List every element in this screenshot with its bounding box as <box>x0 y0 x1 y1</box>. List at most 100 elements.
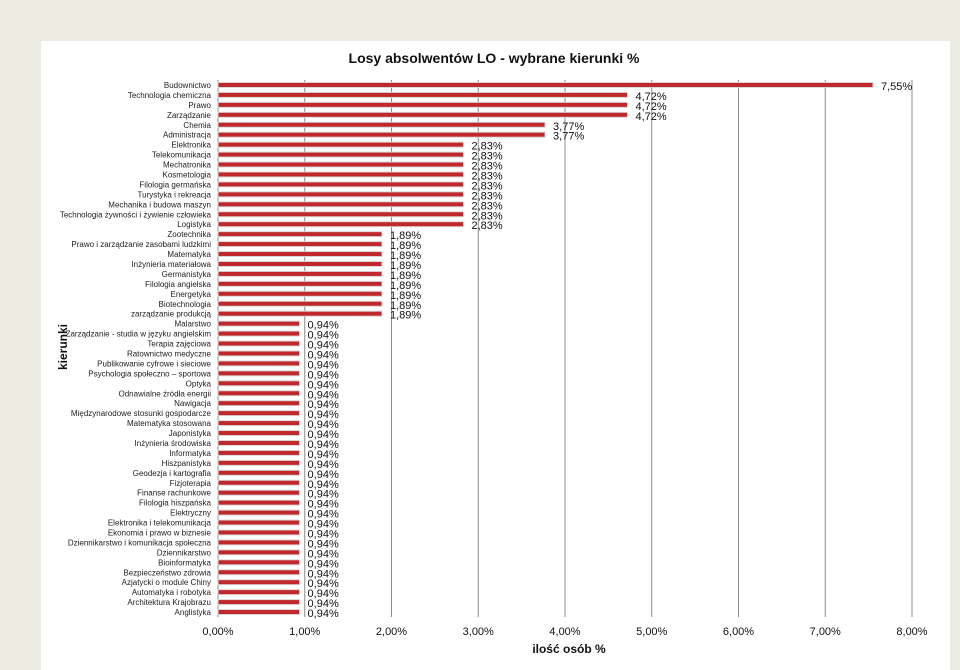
category-label: Matematyka <box>167 250 211 259</box>
x-tick-labels: 0,00% 1,00% 2,00% 3,00% 4,00% 5,00% 6,00% 7,00%… <box>202 626 927 638</box>
bar-chart: Losy absolwentów LO - wybrane kierunki %… <box>56 50 928 656</box>
bar <box>217 320 301 327</box>
data-label: 2,83% <box>472 190 503 202</box>
data-label: 2,83% <box>472 141 503 153</box>
category-label: Mechatronika <box>163 161 212 170</box>
category-label: Azjatycki o module Chiny <box>122 578 211 587</box>
category-label: Japonistyka <box>169 429 212 438</box>
bar <box>217 579 301 586</box>
x-tick-label: 2,00% <box>376 626 407 638</box>
bar <box>217 360 301 367</box>
x-tick-label: 6,00% <box>723 626 754 638</box>
category-label: Filologia angielska <box>145 280 211 289</box>
category-label: Międzynarodowe stosunki gospodarcze <box>71 409 212 418</box>
data-label: 0,94% <box>308 578 339 590</box>
data-label: 0,94% <box>308 499 339 511</box>
category-label: Fizjoterapia <box>170 479 212 488</box>
data-label: 0,94% <box>308 399 339 411</box>
category-label: Ratownictwo medyczne <box>127 349 212 358</box>
bar <box>217 519 301 526</box>
bar <box>217 101 628 108</box>
category-label: Zarządzanie <box>167 111 212 120</box>
category-label: Malarstwo <box>175 320 212 329</box>
data-label: 0,94% <box>308 568 339 580</box>
bar <box>217 81 874 88</box>
bar <box>217 241 383 248</box>
bar <box>217 549 301 556</box>
bar <box>217 310 383 317</box>
data-label: 0,94% <box>308 409 339 421</box>
data-label: 0,94% <box>308 330 339 342</box>
bar <box>217 569 301 576</box>
x-tick-label: 8,00% <box>896 626 927 638</box>
grid-lines <box>217 80 913 617</box>
x-tick-label: 0,00% <box>202 626 233 638</box>
bar <box>217 221 465 228</box>
category-label: Dziennikarstwo i komunikacja społeczna <box>68 538 212 547</box>
value-labels: 7,55%4,72%4,72%4,72%3,77%3,77%2,83%2,83%… <box>308 81 913 620</box>
category-label: Elektronika <box>171 141 211 150</box>
category-label: Automatyka i robotyka <box>132 588 212 597</box>
category-label: Hiszpanistyka <box>162 459 212 468</box>
data-label: 0,94% <box>308 558 339 570</box>
category-label: Nawigacja <box>174 399 211 408</box>
bar <box>217 280 383 287</box>
data-label: 2,83% <box>472 210 503 222</box>
data-label: 0,94% <box>308 588 339 600</box>
bar <box>217 400 301 407</box>
bar <box>217 439 301 446</box>
bar <box>217 270 383 277</box>
category-label: Prawo i zarządzanie zasobami ludzkimi <box>71 240 211 249</box>
data-label: 0,94% <box>308 519 339 531</box>
bar <box>217 589 301 596</box>
category-label: Psychologia społeczno – sportowa <box>88 369 211 378</box>
category-label: Kosmetologia <box>163 170 212 179</box>
bar <box>217 539 301 546</box>
bar <box>217 380 301 387</box>
data-label: 0,94% <box>308 320 339 332</box>
bar <box>217 529 301 536</box>
data-label: 0,94% <box>308 419 339 431</box>
category-label: Bezpieczeństwo zdrowia <box>123 568 211 577</box>
data-label: 7,55% <box>881 81 912 93</box>
data-label: 2,83% <box>472 161 503 173</box>
category-label: Mechanika i budowa maszyn <box>108 200 211 209</box>
data-label: 1,89% <box>390 240 421 252</box>
category-label: Turystyka i rekreacja <box>138 190 212 199</box>
data-label: 0,94% <box>308 509 339 521</box>
bar <box>217 609 301 616</box>
bar <box>217 469 301 476</box>
data-label: 1,89% <box>390 270 421 282</box>
data-label: 0,94% <box>308 429 339 441</box>
bar <box>217 430 301 437</box>
bar <box>217 290 383 297</box>
data-label: 0,94% <box>308 379 339 391</box>
data-label: 1,89% <box>390 280 421 292</box>
bar <box>217 370 301 377</box>
y-axis-title: kierunki <box>56 324 70 370</box>
category-label: Bioinformatyka <box>158 558 211 567</box>
data-label: 0,94% <box>308 489 339 501</box>
data-label: 0,94% <box>308 340 339 352</box>
x-tick-label: 3,00% <box>463 626 494 638</box>
category-label: Inżynieria materiałowa <box>131 260 211 269</box>
bar <box>217 121 546 128</box>
category-label: Ekonomia i prawo w biznesie <box>108 528 212 537</box>
x-axis-title: ilość osób % <box>532 642 606 656</box>
bar <box>217 231 383 238</box>
bar <box>217 111 628 118</box>
data-label: 2,83% <box>472 151 503 163</box>
data-label: 0,94% <box>308 479 339 491</box>
category-label: Logistyka <box>177 220 211 229</box>
category-label: Prawo <box>188 101 211 110</box>
data-label: 3,77% <box>553 121 584 133</box>
bar <box>217 420 301 427</box>
bar <box>217 211 465 218</box>
data-label: 0,94% <box>308 349 339 361</box>
bar <box>217 559 301 566</box>
data-label: 0,94% <box>308 538 339 550</box>
category-label: Dziennikarstwo <box>157 548 212 557</box>
bar <box>217 340 301 347</box>
data-label: 0,94% <box>308 548 339 560</box>
